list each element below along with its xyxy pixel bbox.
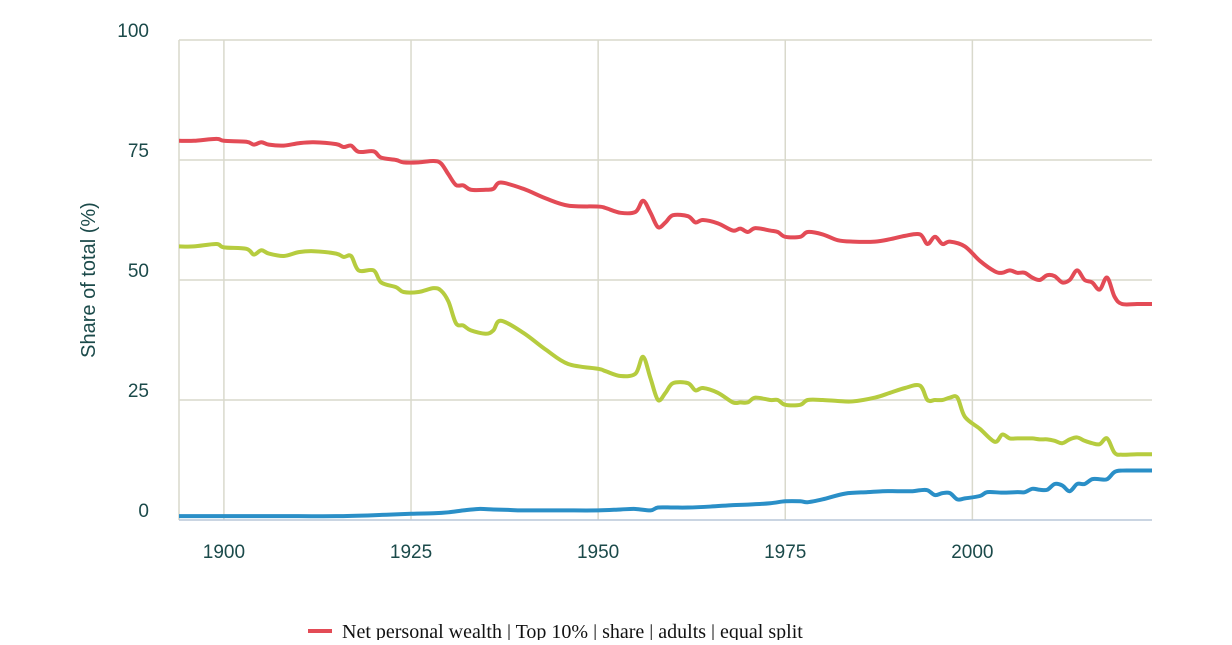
series-layer <box>178 136 1153 519</box>
y-tick-label-2: 50 <box>128 261 149 282</box>
y-tick-label-1: 25 <box>128 381 149 402</box>
x-tick-label-4: 2000 <box>951 542 993 563</box>
y-axis-title: Share of total (%) <box>78 202 100 358</box>
series-line-0[interactable] <box>178 136 1152 307</box>
x-tick-label-2: 1950 <box>577 542 619 563</box>
x-tick-label-0: 1900 <box>203 542 245 563</box>
series-line-1[interactable] <box>178 241 1153 457</box>
series-line-2[interactable] <box>179 468 1152 519</box>
legend[interactable]: Net personal wealth | Top 10% | share | … <box>308 621 803 643</box>
y-tick-label-0: 0 <box>138 501 149 522</box>
x-tick-label-3: 1975 <box>764 542 806 563</box>
x-tick-label-1: 1925 <box>390 542 432 563</box>
tick-layer: 0 25 50 75 100 1900 1925 1950 1975 2000 <box>117 21 993 563</box>
y-tick-label-4: 100 <box>117 21 149 42</box>
y-tick-label-3: 75 <box>128 141 149 162</box>
legend-label-0: Net personal wealth | Top 10% | share | … <box>342 621 803 640</box>
grid-layer <box>179 39 1152 520</box>
axis-layer <box>178 40 1152 521</box>
